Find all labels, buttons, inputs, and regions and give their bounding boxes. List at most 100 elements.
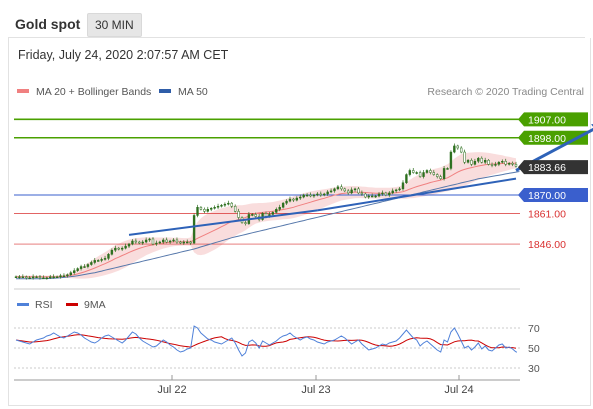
candle-body	[394, 189, 398, 192]
candle-body	[192, 215, 196, 244]
candle-body	[233, 205, 237, 212]
candle-body	[251, 214, 254, 216]
candle-body	[103, 258, 107, 260]
candle-body	[275, 209, 278, 213]
candle-body	[319, 193, 322, 196]
candle-body	[28, 277, 31, 280]
candle-body	[391, 190, 394, 194]
candle-body	[418, 172, 422, 177]
candle-body	[463, 151, 466, 163]
candle-body	[42, 277, 45, 280]
candle-body	[497, 162, 501, 165]
candle-body	[196, 207, 199, 216]
candle-body	[504, 161, 507, 165]
legend-swatch-ma50	[159, 89, 171, 93]
candle-body	[90, 262, 93, 265]
candle-body	[514, 164, 518, 167]
candle-body	[490, 164, 494, 166]
x-tick-label: Jul 22	[157, 384, 186, 396]
candle-body	[66, 274, 69, 277]
candle-body	[97, 260, 100, 262]
rsi-tick-label: 50	[528, 343, 540, 355]
candle-body	[384, 192, 388, 196]
candle-body	[305, 194, 309, 197]
candle-body	[442, 168, 446, 179]
candle-body	[412, 170, 415, 173]
candle-body	[114, 247, 117, 251]
candle-body	[120, 247, 124, 250]
candle-body	[59, 275, 62, 278]
candle-body	[25, 276, 28, 279]
candle-body	[340, 186, 343, 190]
candle-body	[230, 202, 233, 207]
candle-body	[134, 240, 138, 243]
candle-body	[199, 207, 203, 210]
candle-body	[329, 190, 333, 193]
x-tick-label: Jul 23	[301, 384, 330, 396]
candle-body	[285, 200, 288, 204]
candle-body	[357, 188, 360, 194]
candle-body	[425, 170, 429, 173]
candle-body	[110, 249, 114, 255]
candle-body	[168, 240, 172, 243]
candle-body	[69, 272, 72, 275]
candle-body	[227, 202, 230, 205]
level-label-0: 1907.00	[528, 114, 566, 126]
candle-body	[388, 192, 391, 196]
date-line: Friday, July 24, 2020 2:07:57 AM CET	[18, 48, 229, 62]
candle-body	[377, 193, 381, 197]
ma50-line	[16, 171, 520, 280]
candle-body	[309, 194, 312, 197]
candle-body	[501, 161, 504, 163]
candle-body	[117, 247, 120, 250]
copyright-label: Research © 2020 Trading Central	[427, 86, 584, 98]
candle-body	[107, 254, 110, 259]
candle-body	[367, 195, 370, 198]
candle-body	[189, 241, 192, 244]
candle-body	[86, 264, 90, 267]
candle-body	[127, 243, 131, 247]
level-label-3: 1861.00	[528, 208, 566, 220]
candle-body	[244, 222, 247, 224]
candle-body	[350, 189, 353, 194]
instrument-title: Gold spot	[15, 16, 81, 32]
candle-body	[175, 239, 179, 243]
chart-frame	[8, 38, 591, 406]
candle-body	[415, 172, 418, 174]
legend-label-ma50: MA 50	[178, 86, 208, 98]
candle-body	[38, 276, 42, 279]
candle-body	[21, 276, 25, 279]
candle-body	[172, 239, 175, 242]
candle-body	[333, 188, 336, 192]
candle-body	[49, 276, 52, 279]
candle-body	[158, 241, 162, 244]
candle-body	[398, 188, 401, 191]
candle-body	[470, 159, 473, 165]
candle-body	[206, 209, 209, 212]
candle-body	[52, 276, 55, 279]
candle-body	[100, 259, 103, 261]
support-trendline-1	[128, 209, 318, 236]
candle-body	[79, 266, 83, 269]
candle-body	[360, 192, 364, 195]
candle-body	[148, 238, 151, 241]
candle-body	[76, 268, 79, 271]
level-tag-2	[518, 188, 588, 202]
rsi-tick-label: 70	[528, 323, 540, 335]
candle-body	[220, 204, 223, 207]
candle-body	[203, 209, 206, 212]
current-price-label: 1883.66	[528, 162, 566, 174]
candle-body	[254, 214, 257, 217]
rsi-tick-label: 30	[528, 363, 540, 375]
legend-label-9ma: 9MA	[84, 299, 106, 311]
candle-body	[237, 211, 240, 218]
candle-body	[507, 163, 511, 165]
candle-body	[466, 159, 470, 163]
timeframe-badge[interactable]: 30 MIN	[87, 13, 142, 37]
support-trendline-2	[317, 177, 517, 212]
candle-body	[93, 260, 96, 263]
candle-body	[73, 270, 76, 273]
candle-body	[408, 170, 412, 175]
candle-body	[281, 202, 285, 208]
candle-body	[374, 195, 377, 198]
